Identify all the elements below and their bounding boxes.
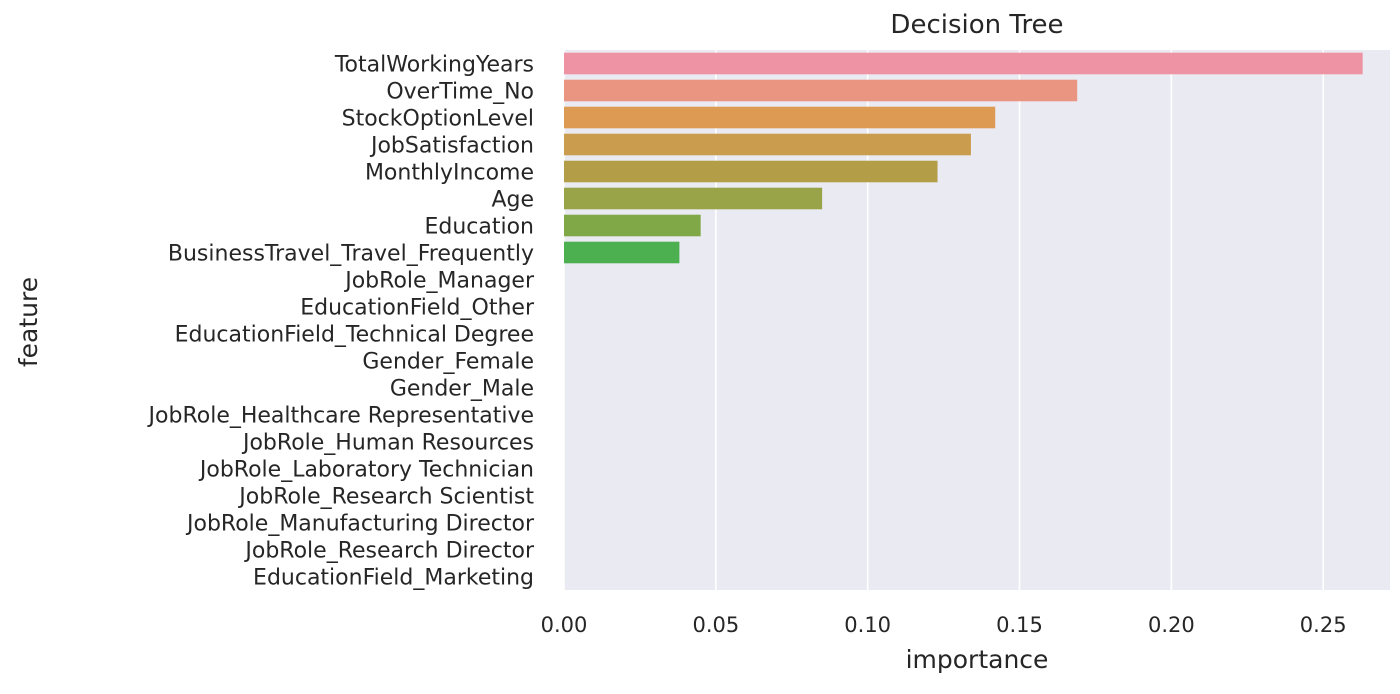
bar [564,214,701,237]
bar [564,133,971,156]
y-tick-label: Education [424,215,534,240]
x-tick-label: 0.25 [1300,613,1347,637]
y-tick-label: JobRole_Human Resources [241,431,534,456]
y-tick-labels: TotalWorkingYearsOverTime_NoStockOptionL… [147,53,535,591]
y-tick-label: JobSatisfaction [369,134,534,159]
bar [564,106,996,129]
bars [564,52,1363,264]
y-tick-label: JobRole_Healthcare Representative [147,404,534,429]
y-tick-label: JobRole_Research Scientist [237,485,534,510]
y-tick-label: JobRole_Manufacturing Director [185,512,535,537]
y-tick-label: JobRole_Laboratory Technician [198,458,534,483]
x-tick-label: 0.10 [844,613,891,637]
x-axis-label: importance [906,645,1049,674]
y-tick-label: Gender_Male [390,377,534,402]
bar [564,187,823,210]
y-tick-label: BusinessTravel_Travel_Frequently [168,242,534,267]
x-tick-label: 0.20 [1148,613,1195,637]
bar [564,52,1363,75]
y-tick-label: EducationField_Technical Degree [175,323,534,348]
x-tick-label: 0.00 [541,613,588,637]
y-tick-label: Age [491,188,534,213]
y-tick-label: TotalWorkingYears [334,53,534,78]
y-axis-label: feature [14,277,43,367]
y-tick-label: StockOptionLevel [342,107,534,132]
y-tick-label: EducationField_Other [300,296,535,321]
y-tick-label: MonthlyIncome [365,161,534,186]
x-tick-label: 0.15 [996,613,1043,637]
bar [564,241,680,264]
x-tick-labels: 0.00 0.05 0.10 0.15 0.20 0.25 [541,613,1347,637]
bar [564,79,1078,102]
chart-title: Decision Tree [890,10,1063,40]
y-tick-label: OverTime_No [386,80,534,105]
x-tick-label: 0.05 [692,613,739,637]
plot-area [564,50,1390,590]
y-tick-label: JobRole_Manager [343,269,535,294]
y-tick-label: EducationField_Marketing [253,566,534,591]
y-tick-label: Gender_Female [362,350,534,375]
bar [564,160,938,183]
y-tick-label: JobRole_Research Director [243,539,535,564]
